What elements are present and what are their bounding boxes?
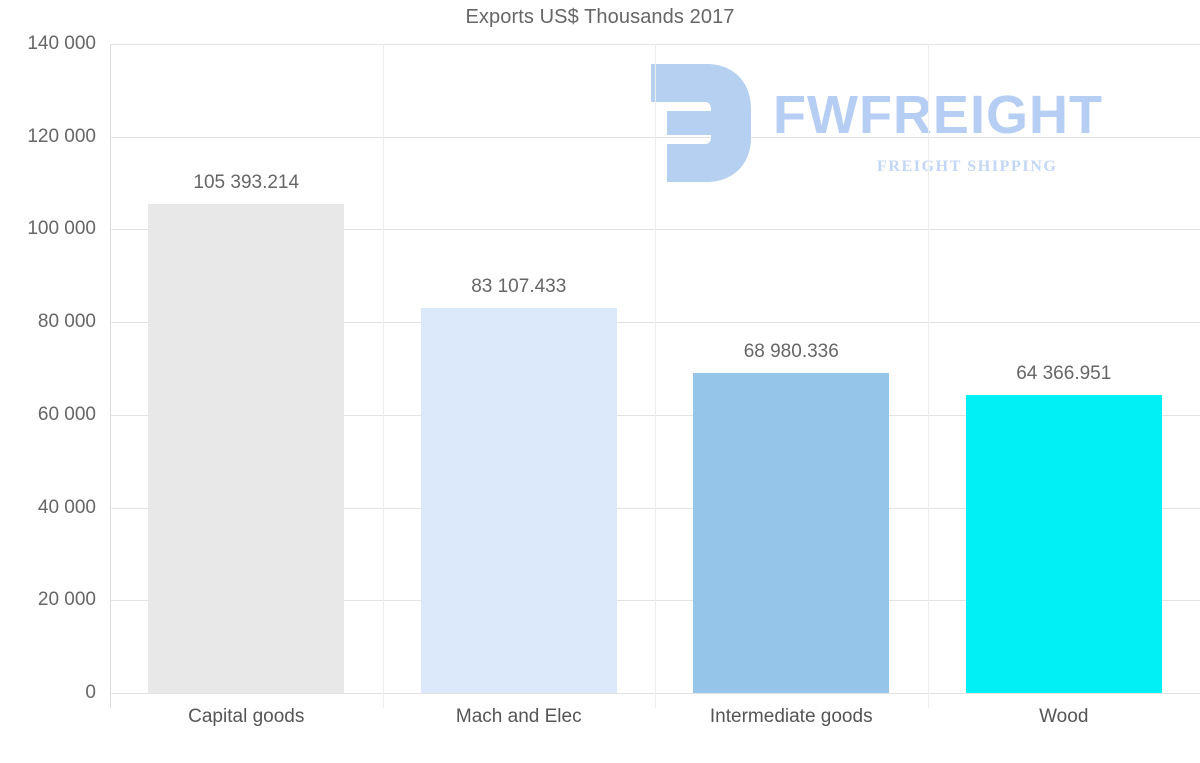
bar-value-label: 64 366.951 bbox=[1016, 362, 1112, 384]
plot-area bbox=[110, 44, 1200, 694]
x-axis-category-label: Capital goods bbox=[188, 706, 305, 727]
bar-value-label: 83 107.433 bbox=[471, 275, 567, 297]
bar[interactable] bbox=[965, 394, 1162, 693]
chart-title: Exports US$ Thousands 2017 bbox=[465, 6, 735, 28]
y-axis-tick-label: 40 000 bbox=[37, 496, 96, 518]
x-axis-category-label: Intermediate goods bbox=[709, 706, 873, 727]
x-axis-category-label: Mach and Elec bbox=[455, 706, 582, 727]
category-divider bbox=[382, 44, 384, 708]
y-axis-tick-label: 120 000 bbox=[27, 125, 96, 147]
y-axis-tick-label: 100 000 bbox=[27, 218, 96, 240]
y-axis-tick-label: 20 000 bbox=[37, 589, 96, 611]
bar-value-label: 105 393.214 bbox=[193, 172, 300, 194]
category-divider bbox=[655, 44, 656, 708]
x-axis-category-label: Wood bbox=[1039, 706, 1089, 727]
y-axis-tick-label: 80 000 bbox=[37, 311, 96, 333]
y-axis-tick-label: 0 bbox=[85, 682, 96, 703]
category-divider bbox=[927, 44, 929, 708]
bar[interactable] bbox=[420, 307, 617, 693]
bar[interactable] bbox=[693, 373, 890, 693]
y-axis-tick-label: 60 000 bbox=[37, 403, 96, 425]
y-axis-line bbox=[110, 44, 111, 708]
bar-value-label: 68 980.336 bbox=[743, 341, 839, 363]
y-axis-tick-label: 140 000 bbox=[27, 33, 96, 54]
bar[interactable] bbox=[148, 204, 345, 693]
